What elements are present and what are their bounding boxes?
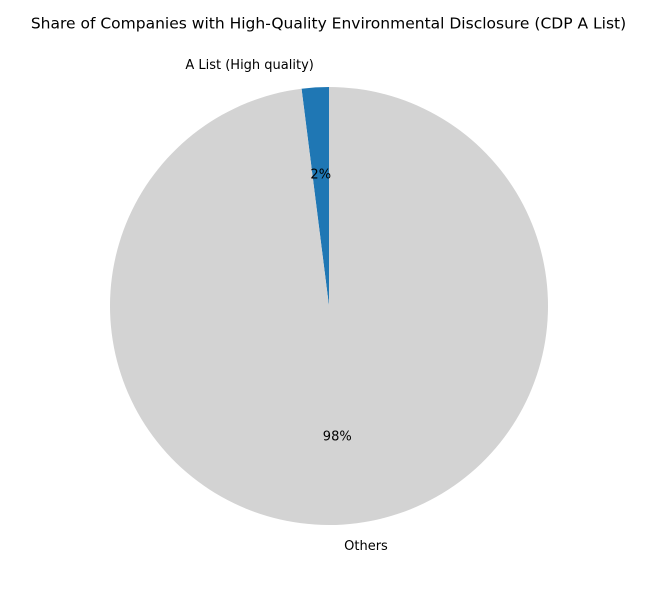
slice-percent-others: 98% <box>323 430 352 445</box>
slice-label-others: Others <box>344 539 388 554</box>
slice-percent-a-list-high-quality: 2% <box>310 167 331 182</box>
pie-labels: A List (High quality) 2% Others 98% <box>185 58 388 554</box>
chart-title: Share of Companies with High-Quality Env… <box>31 15 626 33</box>
pie-slices <box>109 87 548 525</box>
slice-label-a-list-high-quality: A List (High quality) <box>185 58 314 73</box>
pie-slice-a-list-high-quality <box>301 87 329 306</box>
pie-slice-others <box>109 87 548 525</box>
